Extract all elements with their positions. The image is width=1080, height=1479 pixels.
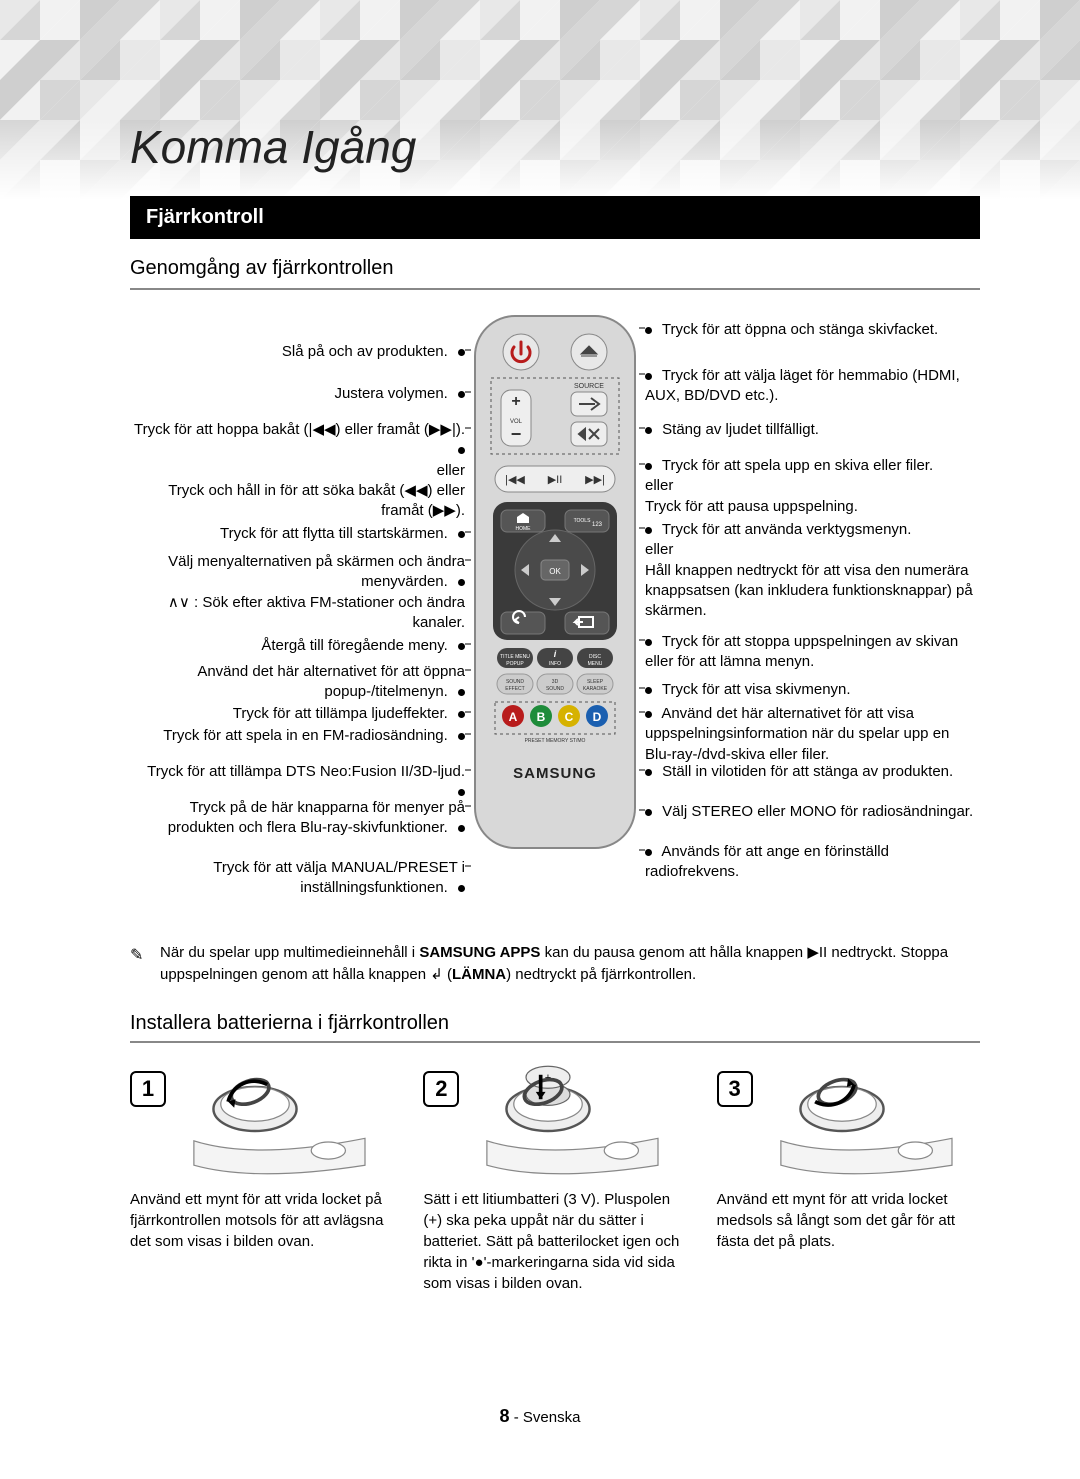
left-callout: Tryck på de här knapparna för menyer på … xyxy=(130,798,465,839)
battery-heading: Installera batterierna i fjärrkontrollen xyxy=(130,1012,980,1035)
note-block: ✎ När du spelar upp multimedieinnehåll i… xyxy=(130,942,980,986)
remote-diagram: Slå på och av produkten. Justera volymen… xyxy=(130,312,980,932)
note-bold-1: SAMSUNG APPS xyxy=(419,944,540,961)
left-callout: Tryck för att tillämpa DTS Neo:Fusion II… xyxy=(130,762,465,803)
svg-text:SLEEP: SLEEP xyxy=(587,679,604,685)
right-callout: Används för att ange en förinställd radi… xyxy=(645,842,980,883)
svg-text:B: B xyxy=(537,710,546,724)
note-icon: ✎ xyxy=(130,944,143,967)
battery-step: 2 + Sätt i ett litiumbatteri (3 V). Plus… xyxy=(423,1065,686,1294)
right-callout: Tryck för att visa skivmenyn. xyxy=(645,680,980,700)
svg-text:123: 123 xyxy=(592,522,603,528)
svg-text:PRESET MEMORY ST/MO: PRESET MEMORY ST/MO xyxy=(525,738,586,744)
page-lang: Svenska xyxy=(523,1409,581,1426)
left-callout: Tryck för att spela in en FM-radiosändni… xyxy=(130,726,465,746)
svg-text:|◀◀: |◀◀ xyxy=(505,474,525,486)
svg-text:INFO: INFO xyxy=(549,661,561,667)
right-callout: Tryck för att använda verktygsmenyn.elle… xyxy=(645,520,980,621)
svg-text:SOUND: SOUND xyxy=(546,686,564,692)
note-text-1: När du spelar upp multimedieinnehåll i xyxy=(160,944,419,961)
right-callout: Tryck för att spela upp en skiva eller f… xyxy=(645,456,980,517)
battery-step-text: Använd ett mynt för att vrida locket på … xyxy=(130,1189,393,1252)
right-callout: Använd det här alternativet för att visa… xyxy=(645,704,980,765)
left-callout: Tryck för att välja MANUAL/PRESET i inst… xyxy=(130,858,465,899)
section-bar: Fjärrkontroll xyxy=(130,196,980,239)
svg-text:POPUP: POPUP xyxy=(506,661,524,667)
svg-text:KARAOKE: KARAOKE xyxy=(583,686,608,692)
right-callout: Tryck för att stoppa uppspelningen av sk… xyxy=(645,632,980,673)
right-callout: Ställ in vilotiden för att stänga av pro… xyxy=(645,762,980,782)
svg-text:MENU: MENU xyxy=(588,661,603,667)
svg-text:DISC: DISC xyxy=(589,654,601,660)
svg-text:−: − xyxy=(511,424,522,444)
battery-step: 3 Använd ett mynt för att vrida locket m… xyxy=(717,1065,980,1294)
svg-text:SOUND: SOUND xyxy=(506,679,524,685)
battery-step-text: Sätt i ett litiumbatteri (3 V). Pluspole… xyxy=(423,1189,686,1294)
svg-text:VOL: VOL xyxy=(510,419,523,425)
page-lang-sep: - xyxy=(514,1409,523,1426)
svg-text:TITLE MENU: TITLE MENU xyxy=(500,654,530,660)
subheading-rule xyxy=(130,288,980,290)
step-number: 3 xyxy=(717,1071,753,1107)
page-title: Komma Igång xyxy=(130,120,980,174)
subheading: Genomgång av fjärrkontrollen xyxy=(130,257,980,280)
battery-step: 1 Använd ett mynt för att vrida locket p… xyxy=(130,1065,393,1294)
note-text-3: ) nedtryckt på fjärrkontrollen. xyxy=(506,966,696,983)
svg-text:A: A xyxy=(509,710,518,724)
left-callout: Slå på och av produkten. xyxy=(130,342,465,362)
page-number: 8 xyxy=(500,1406,510,1426)
left-callout: Använd det här alternativet för att öppn… xyxy=(130,662,465,703)
right-callout: Tryck för att öppna och stänga skivfacke… xyxy=(645,320,980,340)
svg-text:EFFECT: EFFECT xyxy=(505,686,524,692)
page-footer: 8 - Svenska xyxy=(0,1406,1080,1427)
right-callout: Tryck för att välja läget för hemmabio (… xyxy=(645,366,980,407)
battery-rule xyxy=(130,1041,980,1043)
svg-text:C: C xyxy=(565,710,574,724)
step-number: 1 xyxy=(130,1071,166,1107)
left-callout: Återgå till föregående meny. xyxy=(130,636,465,656)
svg-text:OK: OK xyxy=(549,567,561,576)
right-callout: Välj STEREO eller MONO för radiosändning… xyxy=(645,802,980,822)
svg-text:▶II: ▶II xyxy=(548,474,563,486)
note-bold-2: LÄMNA xyxy=(452,966,506,983)
svg-text:▶▶|: ▶▶| xyxy=(585,474,605,486)
svg-text:SAMSUNG: SAMSUNG xyxy=(513,765,597,782)
svg-text:HOME: HOME xyxy=(516,526,532,532)
svg-text:TOOLS: TOOLS xyxy=(574,518,592,524)
left-callout: Justera volymen. xyxy=(130,384,465,404)
left-callout: Tryck för att tillämpa ljudeffekter. xyxy=(130,704,465,724)
battery-step-text: Använd ett mynt för att vrida locket med… xyxy=(717,1189,980,1252)
svg-text:3D: 3D xyxy=(552,679,559,685)
step-number: 2 xyxy=(423,1071,459,1107)
left-callout: Välj menyalternativen på skärmen och änd… xyxy=(130,552,465,633)
svg-text:SOURCE: SOURCE xyxy=(574,383,604,390)
left-callout: Tryck för att hoppa bakåt (|◀◀) eller fr… xyxy=(130,420,465,521)
left-callout: Tryck för att flytta till startskärmen. xyxy=(130,524,465,544)
svg-text:+: + xyxy=(511,393,520,410)
svg-text:D: D xyxy=(593,710,602,724)
right-callout: Stäng av ljudet tillfälligt. xyxy=(645,420,980,440)
remote-illustration: SOURCE + − VOL |◀◀ ▶II ▶▶| xyxy=(471,312,639,852)
